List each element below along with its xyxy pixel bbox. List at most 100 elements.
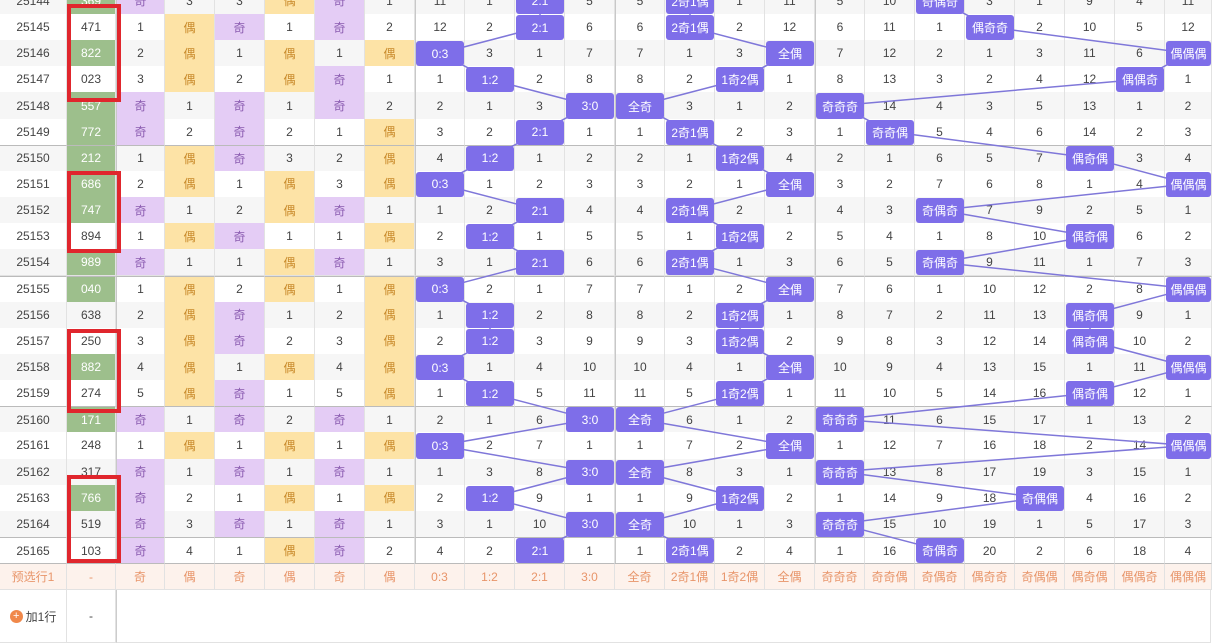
miss-count: 1: [815, 537, 865, 565]
issue: 25162: [0, 458, 67, 486]
miss-count: 1: [116, 14, 165, 42]
parity-cell: 偶: [265, 432, 315, 460]
issue: 25159: [0, 380, 67, 408]
miss-count: 1: [215, 537, 265, 565]
miss-count: 13: [1015, 301, 1065, 329]
miss-count: 12: [1015, 275, 1065, 303]
issue: 25164: [0, 510, 67, 538]
miss-count: 10: [665, 510, 715, 538]
miss-count: 10: [815, 353, 865, 382]
miss-count: 3: [165, 510, 215, 538]
miss-count: 1: [165, 197, 215, 225]
miss-count: 4: [565, 197, 615, 225]
preselect-cell: 奇: [215, 563, 265, 591]
preselect-cell: 0:3: [415, 563, 465, 591]
miss-count: 4: [165, 537, 215, 565]
hit-cell: 0:3: [416, 41, 464, 67]
number: 040: [67, 275, 116, 303]
parity-cell: 奇: [116, 537, 165, 565]
miss-count: 5: [315, 380, 365, 408]
hit-cell: 1奇2偶: [716, 485, 764, 511]
hit-cell: 奇奇奇: [816, 93, 864, 119]
miss-count: 2: [315, 144, 365, 172]
miss-count: 10: [565, 353, 615, 382]
miss-count: 10: [1115, 327, 1165, 355]
number: 471: [67, 14, 116, 42]
hit-cell: 全奇: [616, 511, 664, 537]
miss-count: 2: [315, 301, 365, 329]
miss-count: 1: [615, 118, 665, 146]
preselect-number: -: [67, 563, 116, 591]
miss-count: 9: [665, 484, 715, 512]
number: 894: [67, 223, 116, 251]
parity-cell: 偶: [365, 144, 415, 172]
trend-line: [839, 444, 1189, 473]
miss-count: 11: [1015, 249, 1065, 277]
issue: 25160: [0, 406, 67, 434]
miss-count: 8: [815, 301, 865, 329]
hit-cell: 偶偶偶: [1166, 171, 1211, 198]
miss-count: 4: [815, 197, 865, 225]
miss-count: 11: [1115, 353, 1165, 382]
parity-cell: 偶: [365, 40, 415, 68]
red-box: [67, 171, 121, 253]
miss-count: 1: [1165, 301, 1212, 329]
miss-count: 6: [815, 249, 865, 277]
hit-cell: 1奇2偶: [716, 67, 764, 93]
add-row-button[interactable]: + 加1行: [0, 590, 67, 643]
add-row-number: -: [67, 590, 116, 643]
preselect-cell: 奇偶奇: [915, 563, 965, 591]
miss-count: 2: [415, 92, 465, 120]
miss-count: 3: [1015, 40, 1065, 68]
hit-cell: 2奇1偶: [666, 15, 714, 41]
preselect-cell: 3:0: [565, 563, 615, 591]
parity-cell: 奇: [215, 14, 265, 42]
miss-count: 10: [515, 510, 565, 538]
hit-cell: 0:3: [416, 354, 464, 381]
miss-count: 3: [815, 170, 865, 199]
hit-cell: 奇奇奇: [816, 459, 864, 485]
miss-count: 11: [1065, 40, 1115, 68]
red-box: [67, 4, 121, 102]
miss-count: 10: [915, 510, 965, 538]
red-box: [67, 475, 121, 563]
miss-count: 2: [665, 170, 715, 199]
miss-count: 18: [1115, 537, 1165, 565]
miss-count: 1: [415, 380, 465, 408]
hit-cell: 偶奇偶: [1066, 224, 1114, 250]
preselect-cell: 奇奇偶: [865, 563, 915, 591]
miss-count: 20: [965, 537, 1015, 565]
hit-cell: 1:2: [466, 302, 514, 328]
parity-cell: 奇: [215, 458, 265, 486]
miss-count: 2: [116, 170, 165, 199]
miss-count: 3: [1065, 458, 1115, 486]
miss-count: 2: [715, 537, 765, 565]
miss-count: 1: [1065, 353, 1115, 382]
number: 248: [67, 432, 116, 460]
parity-cell: 奇: [315, 249, 365, 277]
preselect-label: 预选行1: [0, 563, 67, 591]
issue: 25153: [0, 223, 67, 251]
hit-cell: 偶奇偶: [1066, 302, 1114, 328]
miss-count: 1: [465, 92, 515, 120]
hit-cell: 全偶: [766, 354, 814, 381]
miss-count: 14: [965, 380, 1015, 408]
miss-count: 2: [415, 327, 465, 355]
miss-count: 1: [465, 249, 515, 277]
miss-count: 1: [215, 432, 265, 460]
hit-cell: 偶奇偶: [1066, 145, 1114, 171]
miss-count: 3: [715, 458, 765, 486]
miss-count: 1: [765, 66, 815, 94]
hit-cell: 2:1: [516, 198, 564, 224]
preselect-cell: 奇偶偶: [1015, 563, 1065, 591]
miss-count: 4: [865, 223, 915, 251]
parity-cell: 偶: [165, 40, 215, 68]
issue: 25156: [0, 301, 67, 329]
parity-cell: 奇: [315, 537, 365, 565]
miss-count: 1: [116, 223, 165, 251]
hit-cell: 偶奇奇: [966, 15, 1014, 41]
miss-count: 1: [415, 197, 465, 225]
hit-cell: 偶奇偶: [1066, 328, 1114, 354]
miss-count: 2: [215, 197, 265, 225]
miss-count: 8: [565, 66, 615, 94]
